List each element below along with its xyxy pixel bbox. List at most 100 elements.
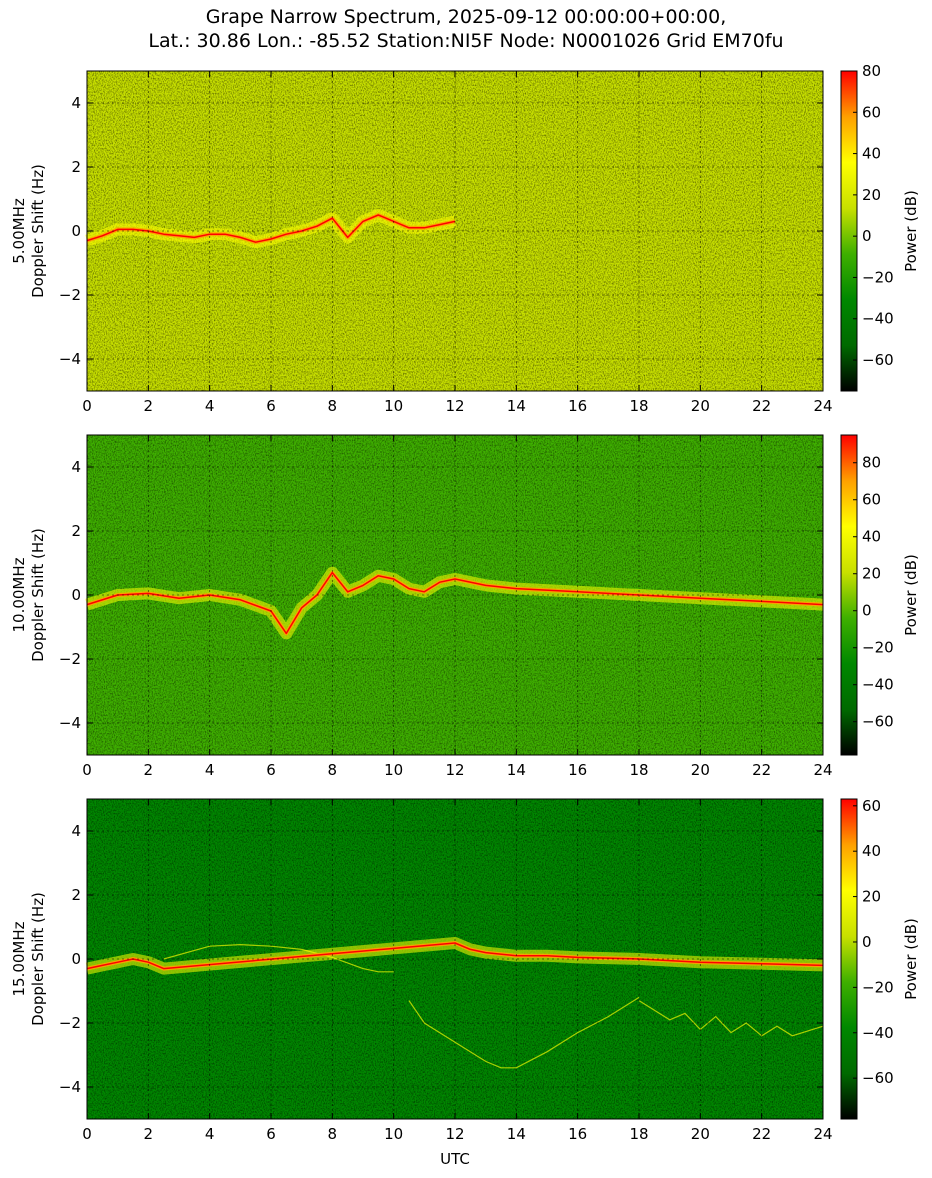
x-tick-label: 22 — [752, 397, 771, 415]
x-tick-label: 2 — [144, 397, 154, 415]
x-tick-label: 20 — [691, 1125, 710, 1143]
colorbar-tick-label: 20 — [862, 186, 881, 204]
colorbar-tick-label: −60 — [862, 351, 894, 369]
x-tick-label: 16 — [568, 397, 587, 415]
colorbar-tick-label: 0 — [862, 227, 872, 245]
x-tick-label: 16 — [568, 1125, 587, 1143]
y-tick-label: −4 — [59, 714, 81, 732]
y-tick-label: −2 — [59, 650, 81, 668]
y-tick-label: 2 — [71, 522, 81, 540]
x-tick-label: 18 — [629, 761, 648, 779]
y-tick-label: −2 — [59, 286, 81, 304]
x-tick-label: 12 — [445, 1125, 464, 1143]
colorbar-tick-label: 60 — [862, 103, 881, 121]
x-tick-label: 20 — [691, 397, 710, 415]
x-axis-label: UTC — [440, 1150, 470, 1168]
y-tick-label: 0 — [71, 586, 81, 604]
faint-curve-2 — [408, 996, 640, 1069]
y-axis-label: Doppler Shift (Hz) — [29, 164, 47, 298]
colorbar-tick-label: 40 — [862, 528, 881, 546]
x-tick-label: 14 — [507, 761, 526, 779]
x-tick-label: 8 — [328, 761, 338, 779]
x-tick-label: 0 — [82, 1125, 92, 1143]
x-tick-label: 4 — [205, 397, 215, 415]
x-tick-label: 8 — [328, 397, 338, 415]
colorbar-tick-label: −40 — [862, 676, 894, 694]
x-tick-label: 4 — [205, 761, 215, 779]
y-tick-label: 4 — [71, 822, 81, 840]
colorbar-tick-label: 80 — [862, 454, 881, 472]
x-tick-label: 18 — [629, 1125, 648, 1143]
colorbar-tick-label: 20 — [862, 565, 881, 583]
y-tick-label: −2 — [59, 1014, 81, 1032]
y-tick-label: 2 — [71, 886, 81, 904]
colorbar-tick-label: −60 — [862, 1069, 894, 1087]
y-tick-label: 4 — [71, 458, 81, 476]
x-tick-label: 22 — [752, 1125, 771, 1143]
x-tick-label: 20 — [691, 761, 710, 779]
band-label: 10.00MHz — [10, 557, 28, 632]
y-tick-label: −4 — [59, 350, 81, 368]
y-tick-label: 2 — [71, 158, 81, 176]
y-tick-label: 4 — [71, 94, 81, 112]
y-tick-label: −4 — [59, 1078, 81, 1096]
x-tick-label: 2 — [144, 1125, 154, 1143]
doppler-trace-core — [86, 942, 824, 970]
x-tick-label: 24 — [813, 761, 832, 779]
colorbar-tick-label: 40 — [862, 145, 881, 163]
colorbar-tick-label: −20 — [862, 978, 894, 996]
x-tick-label: 2 — [144, 761, 154, 779]
chart-title-line-1: Grape Narrow Spectrum, 2025-09-12 00:00:… — [205, 6, 727, 28]
colorbar-tick-label: −20 — [862, 639, 894, 657]
band-label: 5.00MHz — [10, 198, 28, 264]
colorbar-tick-label: 20 — [862, 888, 881, 906]
colorbar-tick-label: 0 — [862, 933, 872, 951]
x-tick-label: 14 — [507, 1125, 526, 1143]
x-tick-label: 0 — [82, 397, 92, 415]
x-tick-label: 14 — [507, 397, 526, 415]
colorbar — [840, 798, 858, 1120]
x-tick-label: 6 — [266, 761, 276, 779]
faint-curve-3 — [638, 1000, 824, 1037]
x-tick-label: 10 — [384, 397, 403, 415]
x-tick-label: 24 — [813, 397, 832, 415]
colorbar-tick-label: 60 — [862, 797, 881, 815]
x-tick-label: 22 — [752, 761, 771, 779]
colorbar-tick-label: −40 — [862, 310, 894, 328]
y-tick-label: 0 — [71, 950, 81, 968]
y-axis-label: Doppler Shift (Hz) — [29, 528, 47, 662]
colorbar-label: Power (dB) — [902, 918, 920, 1000]
colorbar-tick-label: 40 — [862, 842, 881, 860]
band-label: 15.00MHz — [10, 921, 28, 996]
doppler-trace-core — [86, 571, 824, 635]
x-tick-label: 16 — [568, 761, 587, 779]
colorbar-tick-label: −20 — [862, 268, 894, 286]
x-tick-label: 10 — [384, 1125, 403, 1143]
colorbar-tick-label: −40 — [862, 1024, 894, 1042]
x-tick-label: 10 — [384, 761, 403, 779]
colorbar-tick-label: −60 — [862, 713, 894, 731]
x-tick-label: 6 — [266, 1125, 276, 1143]
x-tick-label: 0 — [82, 761, 92, 779]
x-tick-label: 24 — [813, 1125, 832, 1143]
colorbar-tick-label: 60 — [862, 491, 881, 509]
colorbar-label: Power (dB) — [902, 190, 920, 272]
x-tick-label: 6 — [266, 397, 276, 415]
x-tick-label: 12 — [445, 761, 464, 779]
y-axis-label: Doppler Shift (Hz) — [29, 892, 47, 1026]
chart-title-line-2: Lat.: 30.86 Lon.: -85.52 Station:NI5F No… — [148, 30, 784, 52]
x-tick-label: 8 — [328, 1125, 338, 1143]
x-tick-label: 4 — [205, 1125, 215, 1143]
colorbar-tick-label: 0 — [862, 602, 872, 620]
colorbar-label: Power (dB) — [902, 554, 920, 636]
y-tick-label: 0 — [71, 222, 81, 240]
x-tick-label: 12 — [445, 397, 464, 415]
colorbar-tick-label: 80 — [862, 62, 881, 80]
colorbar — [840, 434, 858, 756]
colorbar — [840, 70, 858, 392]
